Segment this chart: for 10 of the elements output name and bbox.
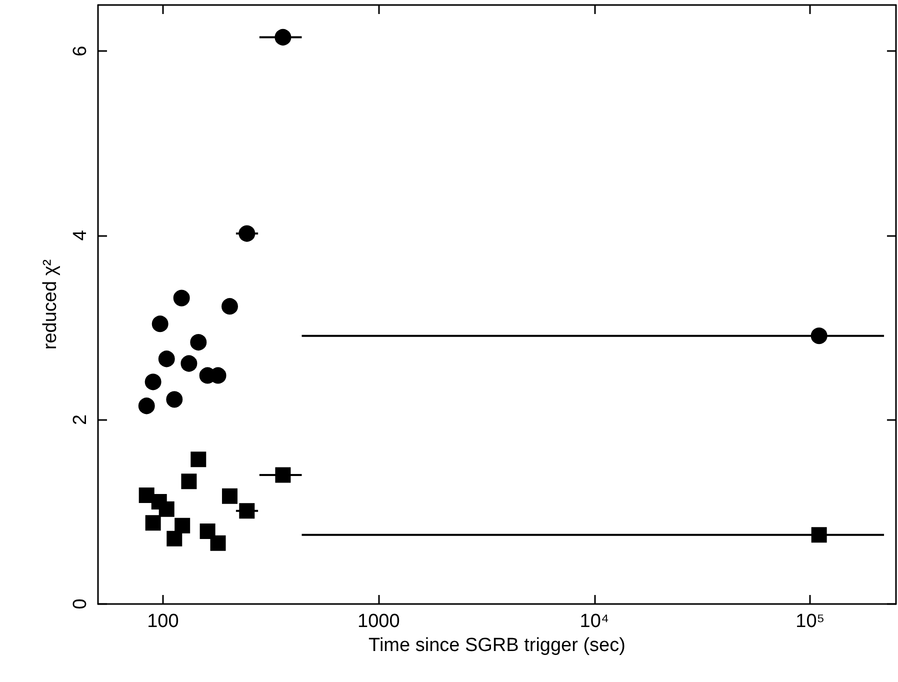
x-tick-label: 1000 (358, 611, 400, 632)
x-axis-title: Time since SGRB trigger (sec) (368, 634, 626, 656)
x-tick-label: 10⁴ (580, 611, 610, 632)
x-tick-label: 100 (147, 611, 179, 632)
x-tick-label: 10⁵ (796, 611, 825, 632)
y-axis-title: reduced χ² (40, 259, 61, 350)
y-tick-label: 0 (70, 598, 91, 610)
y-tick-label: 6 (70, 46, 91, 56)
y-tick-label: 2 (70, 414, 91, 425)
y-tick-label: 4 (70, 230, 91, 241)
